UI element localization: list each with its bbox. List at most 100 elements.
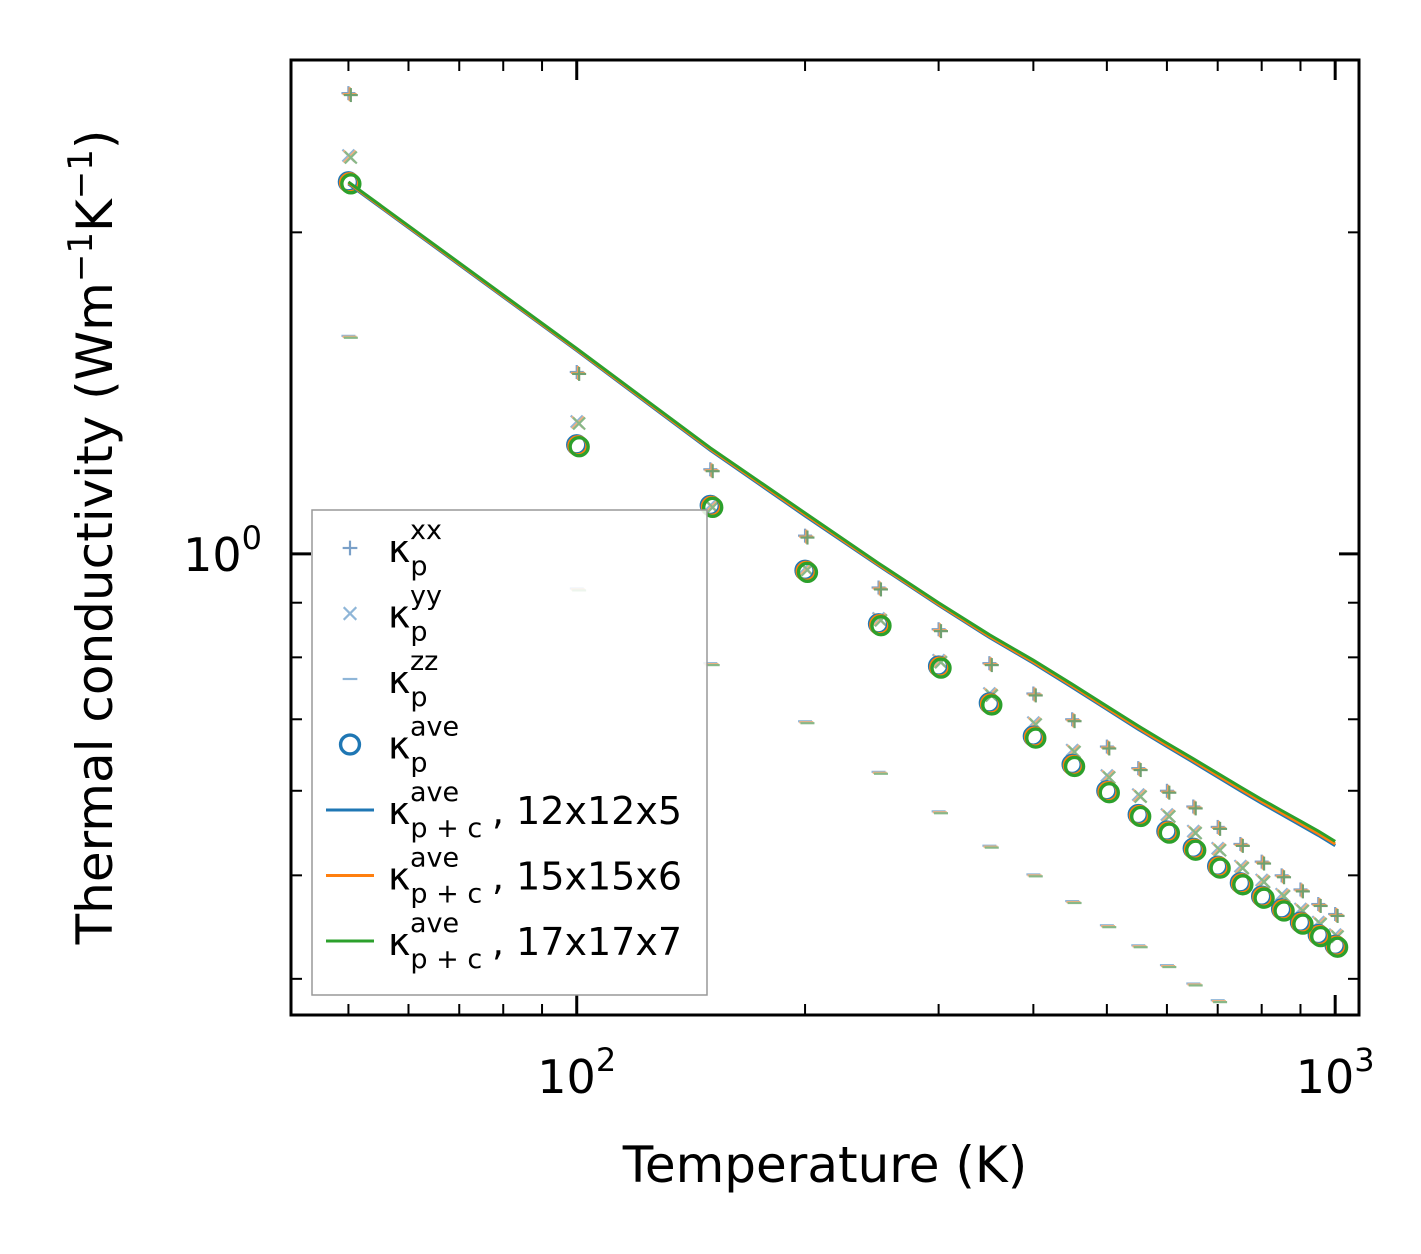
legend-symbol: κ bbox=[388, 920, 410, 964]
legend-entry: κp zz bbox=[342, 646, 438, 713]
x-point bbox=[1213, 843, 1227, 858]
plus-point bbox=[1102, 741, 1117, 756]
plus-point bbox=[1313, 898, 1328, 913]
plus-point bbox=[1295, 884, 1310, 899]
legend-entry: κp ave bbox=[338, 712, 459, 779]
legend-symbol: κ bbox=[388, 658, 410, 702]
legend-plus-handle bbox=[342, 540, 358, 556]
circle-point bbox=[1309, 925, 1332, 948]
plot-content bbox=[337, 86, 1349, 1015]
plus-point bbox=[1277, 870, 1292, 885]
legend-superscript: zz bbox=[410, 646, 438, 677]
plus-point bbox=[1330, 908, 1345, 923]
legend-superscript: ave bbox=[410, 843, 459, 874]
circle-point bbox=[1063, 755, 1086, 778]
y-tick-label-exp: 0 bbox=[242, 519, 262, 557]
x-tick-label-base: 10 bbox=[537, 1050, 596, 1104]
legend-label: κp yy bbox=[388, 581, 442, 648]
legend-label: κp + c ave , 12x12x5 bbox=[388, 777, 682, 844]
legend-entry: κp + c ave , 15x15x6 bbox=[326, 843, 682, 910]
x-point-b bbox=[1133, 789, 1148, 804]
x-point bbox=[1133, 789, 1148, 804]
legend-frame bbox=[311, 509, 708, 996]
plus-point bbox=[1213, 821, 1228, 836]
circle-point bbox=[981, 694, 1003, 716]
x-point bbox=[1188, 826, 1203, 840]
circle-point bbox=[1232, 874, 1254, 896]
plus-point bbox=[1188, 801, 1203, 816]
y-axis-label-mid: K bbox=[66, 198, 124, 232]
legend-suffix: , 15x15x6 bbox=[492, 855, 682, 899]
plus-point bbox=[800, 530, 815, 545]
axis-ticks bbox=[291, 60, 1359, 1015]
y-axis-label-exp2: −1 bbox=[61, 149, 101, 199]
plot-frame bbox=[289, 58, 1361, 1017]
y-tick-label-base: 10 bbox=[183, 528, 242, 582]
circle-point bbox=[870, 615, 892, 637]
circle-point bbox=[701, 496, 724, 519]
legend-symbol: κ bbox=[388, 527, 410, 571]
x-tick-label-exp: 2 bbox=[596, 1041, 616, 1079]
y-axis-label: Thermal conductivity (Wm−1K−1) bbox=[61, 130, 124, 946]
legend-label: κp + c ave , 15x15x6 bbox=[388, 843, 682, 910]
legend-superscript: ave bbox=[410, 777, 459, 808]
plus-point bbox=[343, 88, 358, 103]
plus-point bbox=[1162, 785, 1177, 800]
plus-point bbox=[1067, 714, 1082, 729]
circle-point bbox=[1129, 805, 1152, 828]
legend-entry: κp xx bbox=[342, 515, 442, 582]
legend-superscript: yy bbox=[410, 581, 442, 612]
x-tick-label: 102 bbox=[537, 1041, 616, 1104]
x-point-b bbox=[1162, 809, 1177, 824]
circle-point bbox=[1209, 857, 1231, 879]
circle-point bbox=[340, 173, 362, 195]
x-point-b bbox=[344, 150, 358, 165]
legend-label: κp zz bbox=[388, 646, 438, 713]
legend-entry: κp + c ave , 12x12x5 bbox=[326, 777, 682, 844]
legend-subscript: p bbox=[410, 748, 427, 779]
series-kappa_p_xx bbox=[341, 86, 1345, 923]
legend-label: κp ave bbox=[388, 712, 459, 779]
x-point bbox=[1236, 861, 1250, 875]
y-tick-label: 100 bbox=[183, 519, 262, 582]
y-axis-label-exp1: −1 bbox=[61, 232, 101, 282]
y-axis-label-main: Thermal conductivity (Wm bbox=[66, 282, 124, 945]
circle-point bbox=[568, 436, 590, 458]
plus-point bbox=[1133, 763, 1148, 778]
legend-superscript: ave bbox=[410, 908, 459, 939]
circle-point bbox=[1326, 936, 1349, 958]
legend-x-handle bbox=[342, 606, 358, 621]
circle-point bbox=[1292, 913, 1314, 935]
y-axis-label-end: ) bbox=[66, 130, 124, 150]
legend-subscript: p + c bbox=[410, 944, 482, 975]
x-axis-label: Temperature (K) bbox=[622, 1136, 1027, 1194]
plus-point bbox=[873, 582, 888, 597]
legend-symbol: κ bbox=[388, 724, 410, 768]
legend-symbol: κ bbox=[388, 855, 410, 899]
x-point-b bbox=[1213, 843, 1227, 858]
legend-subscript: p + c bbox=[410, 879, 482, 910]
circle-point bbox=[1253, 887, 1275, 909]
plus-point bbox=[572, 366, 587, 381]
legend-circle-handle bbox=[338, 733, 362, 756]
plus-point bbox=[934, 624, 949, 639]
legend-suffix: , 12x12x5 bbox=[492, 789, 682, 833]
x-point bbox=[1162, 809, 1177, 824]
plus-point bbox=[705, 464, 720, 479]
legend-label: κp xx bbox=[388, 515, 442, 582]
legend-x-handle-b bbox=[342, 606, 358, 621]
legend-symbol: κ bbox=[388, 789, 410, 833]
legend-label: κp + c ave , 17x17x7 bbox=[388, 908, 682, 975]
legend-superscript: xx bbox=[410, 515, 442, 546]
legend-subscript: p bbox=[410, 682, 427, 713]
circle-point bbox=[1158, 822, 1181, 844]
x-point bbox=[572, 416, 586, 431]
plus-point bbox=[1235, 838, 1250, 853]
circle-point bbox=[930, 657, 952, 679]
circle-point bbox=[796, 561, 819, 583]
x-tick-label: 103 bbox=[1296, 1041, 1375, 1104]
series-kappa_p_ave bbox=[337, 171, 1349, 958]
circle-point bbox=[1025, 727, 1047, 749]
